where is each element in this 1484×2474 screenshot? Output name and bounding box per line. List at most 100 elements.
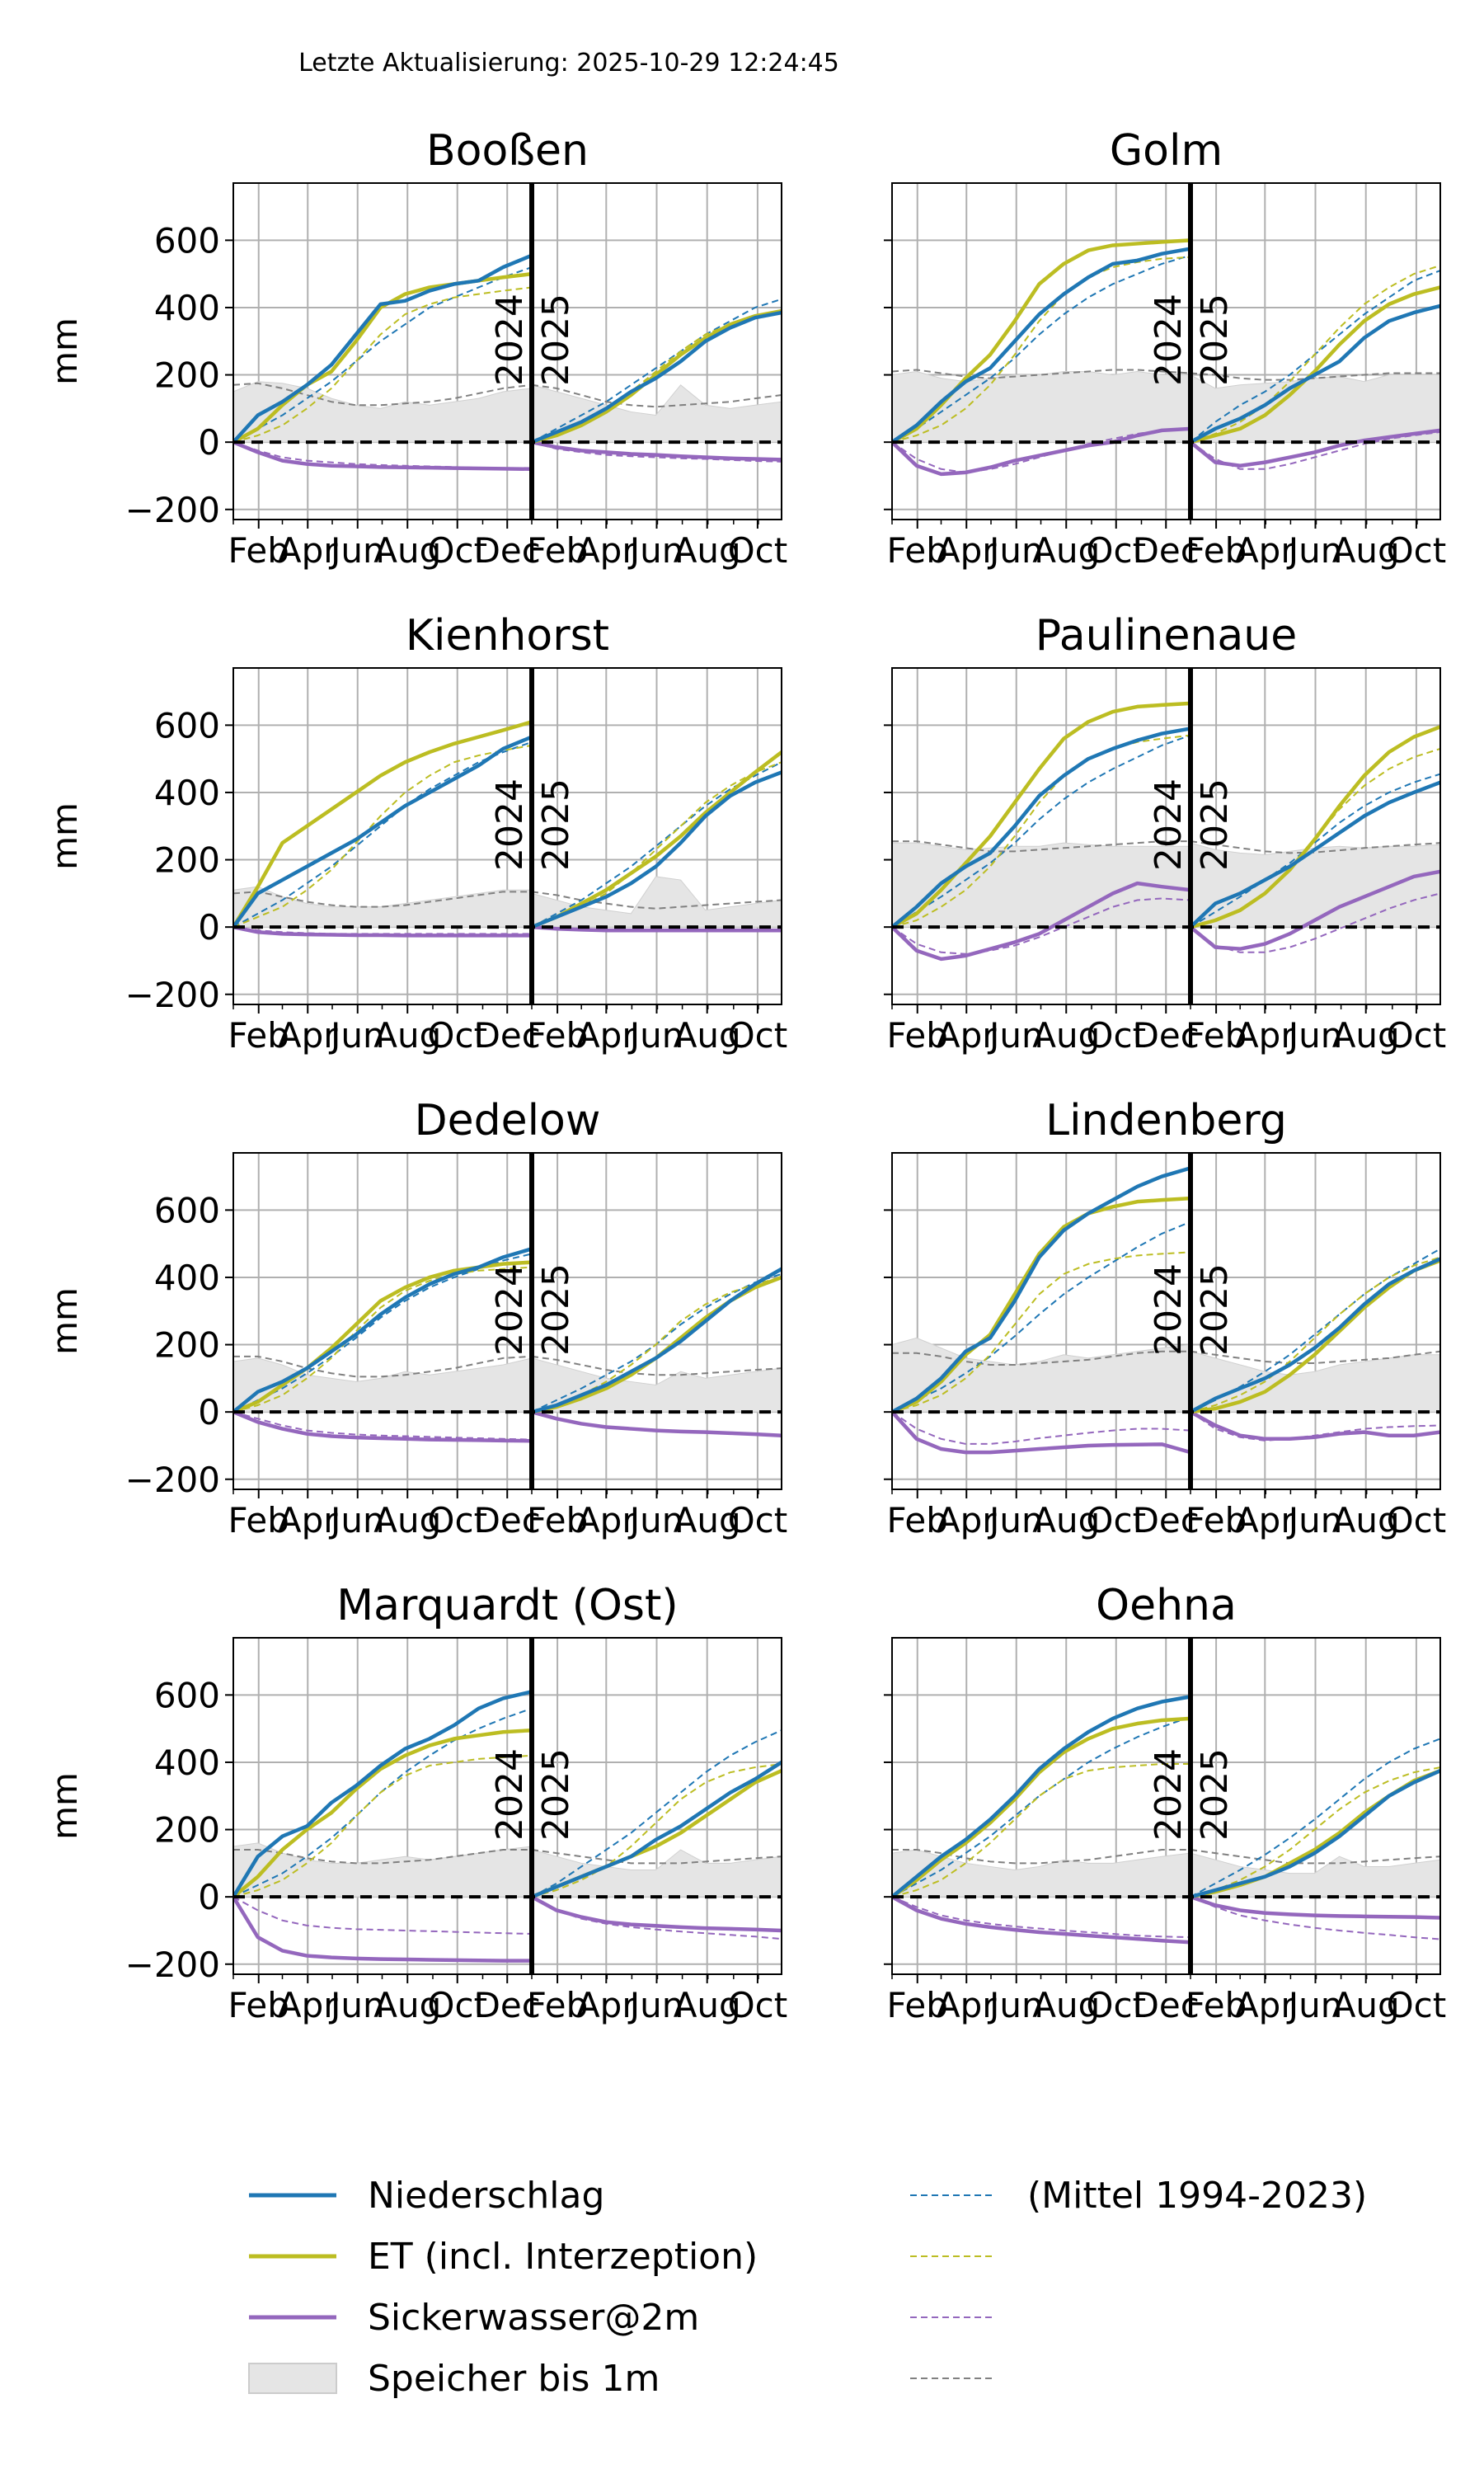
storage-area [233,381,533,443]
year-label-2025: 2025 [535,294,577,386]
x-tick-label: Jun [328,1015,385,1056]
y-tick-label: 0 [198,1392,220,1432]
et-mean-line [1190,1766,1440,1898]
x-tick-label: Feb [1186,1500,1247,1540]
y-tick-label: −200 [125,490,220,530]
year-label-2024: 2024 [1148,294,1190,386]
et-line [892,238,1191,444]
y-tick-label: 0 [198,1877,220,1917]
x-tick-label: Jun [1286,1985,1343,2025]
x-tick-label: Oct [427,1985,487,2025]
plot-area [892,1695,1440,1945]
y-tick-label: 600 [154,705,220,745]
precip-line [233,1690,533,1898]
x-tick-label: Feb [527,530,588,571]
seepage-line [1190,1895,1440,1920]
panel-title: Oehna [1096,1581,1237,1630]
seepage-line [531,440,782,462]
storage-mean-line [892,1849,1190,1865]
storage-area [531,384,782,443]
x-tick-label: Oct [427,1015,487,1056]
y-tick-label: 200 [154,1325,220,1366]
year-label-2025: 2025 [1194,1748,1236,1841]
precip-mean-line [531,1729,782,1898]
x-tick-label: Apr [278,1500,338,1540]
x-tick-label: Jun [987,1500,1044,1540]
storage-area [531,876,782,928]
year-label-2025: 2025 [535,778,577,871]
y-tick-label: 600 [154,1675,220,1715]
y-tick-label: 400 [154,1258,220,1298]
x-tick-label: Apr [937,1985,997,2025]
storage-mean-line [233,891,532,908]
y-tick-label: 0 [198,422,220,463]
seepage-mean-line [1190,1896,1440,1940]
x-tick-label: Oct [1086,1985,1146,2025]
precip-mean-line [531,298,782,444]
x-tick-label: Aug [1032,1985,1100,2025]
precip-mean-line [233,1253,533,1413]
seepage-line [1189,1410,1440,1442]
storage-mean-line [531,383,782,408]
precip-line [233,253,533,444]
x-tick-label: Oct [1086,1500,1146,1540]
x-tick-label: Apr [576,530,636,571]
plot-area [233,720,782,938]
x-tick-label: Feb [1186,1015,1247,1056]
seepage-line [530,1895,782,1933]
x-tick-label: Jun [627,530,684,571]
storage-mean-line [531,891,782,910]
x-tick-label: Feb [527,1015,588,1056]
x-tick-label: Aug [674,530,741,571]
x-tick-label: Oct [427,530,487,571]
x-tick-label: Jun [627,1015,684,1056]
x-tick-label: Apr [278,1985,338,2025]
et-mean-line [233,286,533,444]
x-tick-label: Jun [1286,530,1343,571]
et-line [233,720,533,929]
x-tick-label: Feb [1186,1985,1247,2025]
legend-item-et: ET (incl. Interzeption) [249,2236,993,2278]
et-mean-line [1190,265,1440,444]
grid [233,183,782,520]
seepage-line [233,1410,533,1443]
y-tick-label: 200 [154,1810,220,1851]
x-tick-label: Aug [1032,530,1100,571]
storage-area [1190,842,1440,928]
seepage-mean-line [892,897,1191,955]
x-tick-label: Jun [328,1500,385,1540]
x-tick-label: Apr [576,1015,636,1056]
year-label-2025: 2025 [1194,1263,1236,1356]
plot-area [233,1247,782,1443]
x-tick-label: Aug [373,1500,441,1540]
x-tick-label: Feb [527,1985,588,2025]
storage-mean-line [1190,1350,1440,1364]
x-tick-label: Apr [576,1500,636,1540]
plot-area [892,1166,1440,1455]
precip-line [531,1761,782,1899]
x-tick-label: Dec [474,530,541,571]
legend-label: Niederschlag [368,2175,604,2217]
storage-area [1190,374,1440,443]
et-mean-line [233,1754,533,1898]
storage-mean-line [892,1350,1190,1366]
year-label-2024: 2024 [1148,778,1190,871]
panel-title: Marquardt (Ost) [336,1581,678,1630]
precip-line [531,310,782,444]
x-tick-label: Feb [887,530,948,571]
x-tick-label: Oct [1387,1015,1447,1056]
x-tick-label: Feb [1186,530,1247,571]
x-tick-label: Apr [937,1500,997,1540]
storage-area [892,1337,1191,1413]
storage-area [1190,1852,1440,1898]
grid [233,1638,782,1974]
precip-line [1189,780,1440,929]
x-tick-label: Dec [1133,530,1200,571]
x-tick-label: Feb [527,1500,588,1540]
x-tick-label: Jun [1286,1015,1343,1056]
y-axis-label: mm [45,802,85,870]
x-tick-label: Oct [728,1500,788,1540]
